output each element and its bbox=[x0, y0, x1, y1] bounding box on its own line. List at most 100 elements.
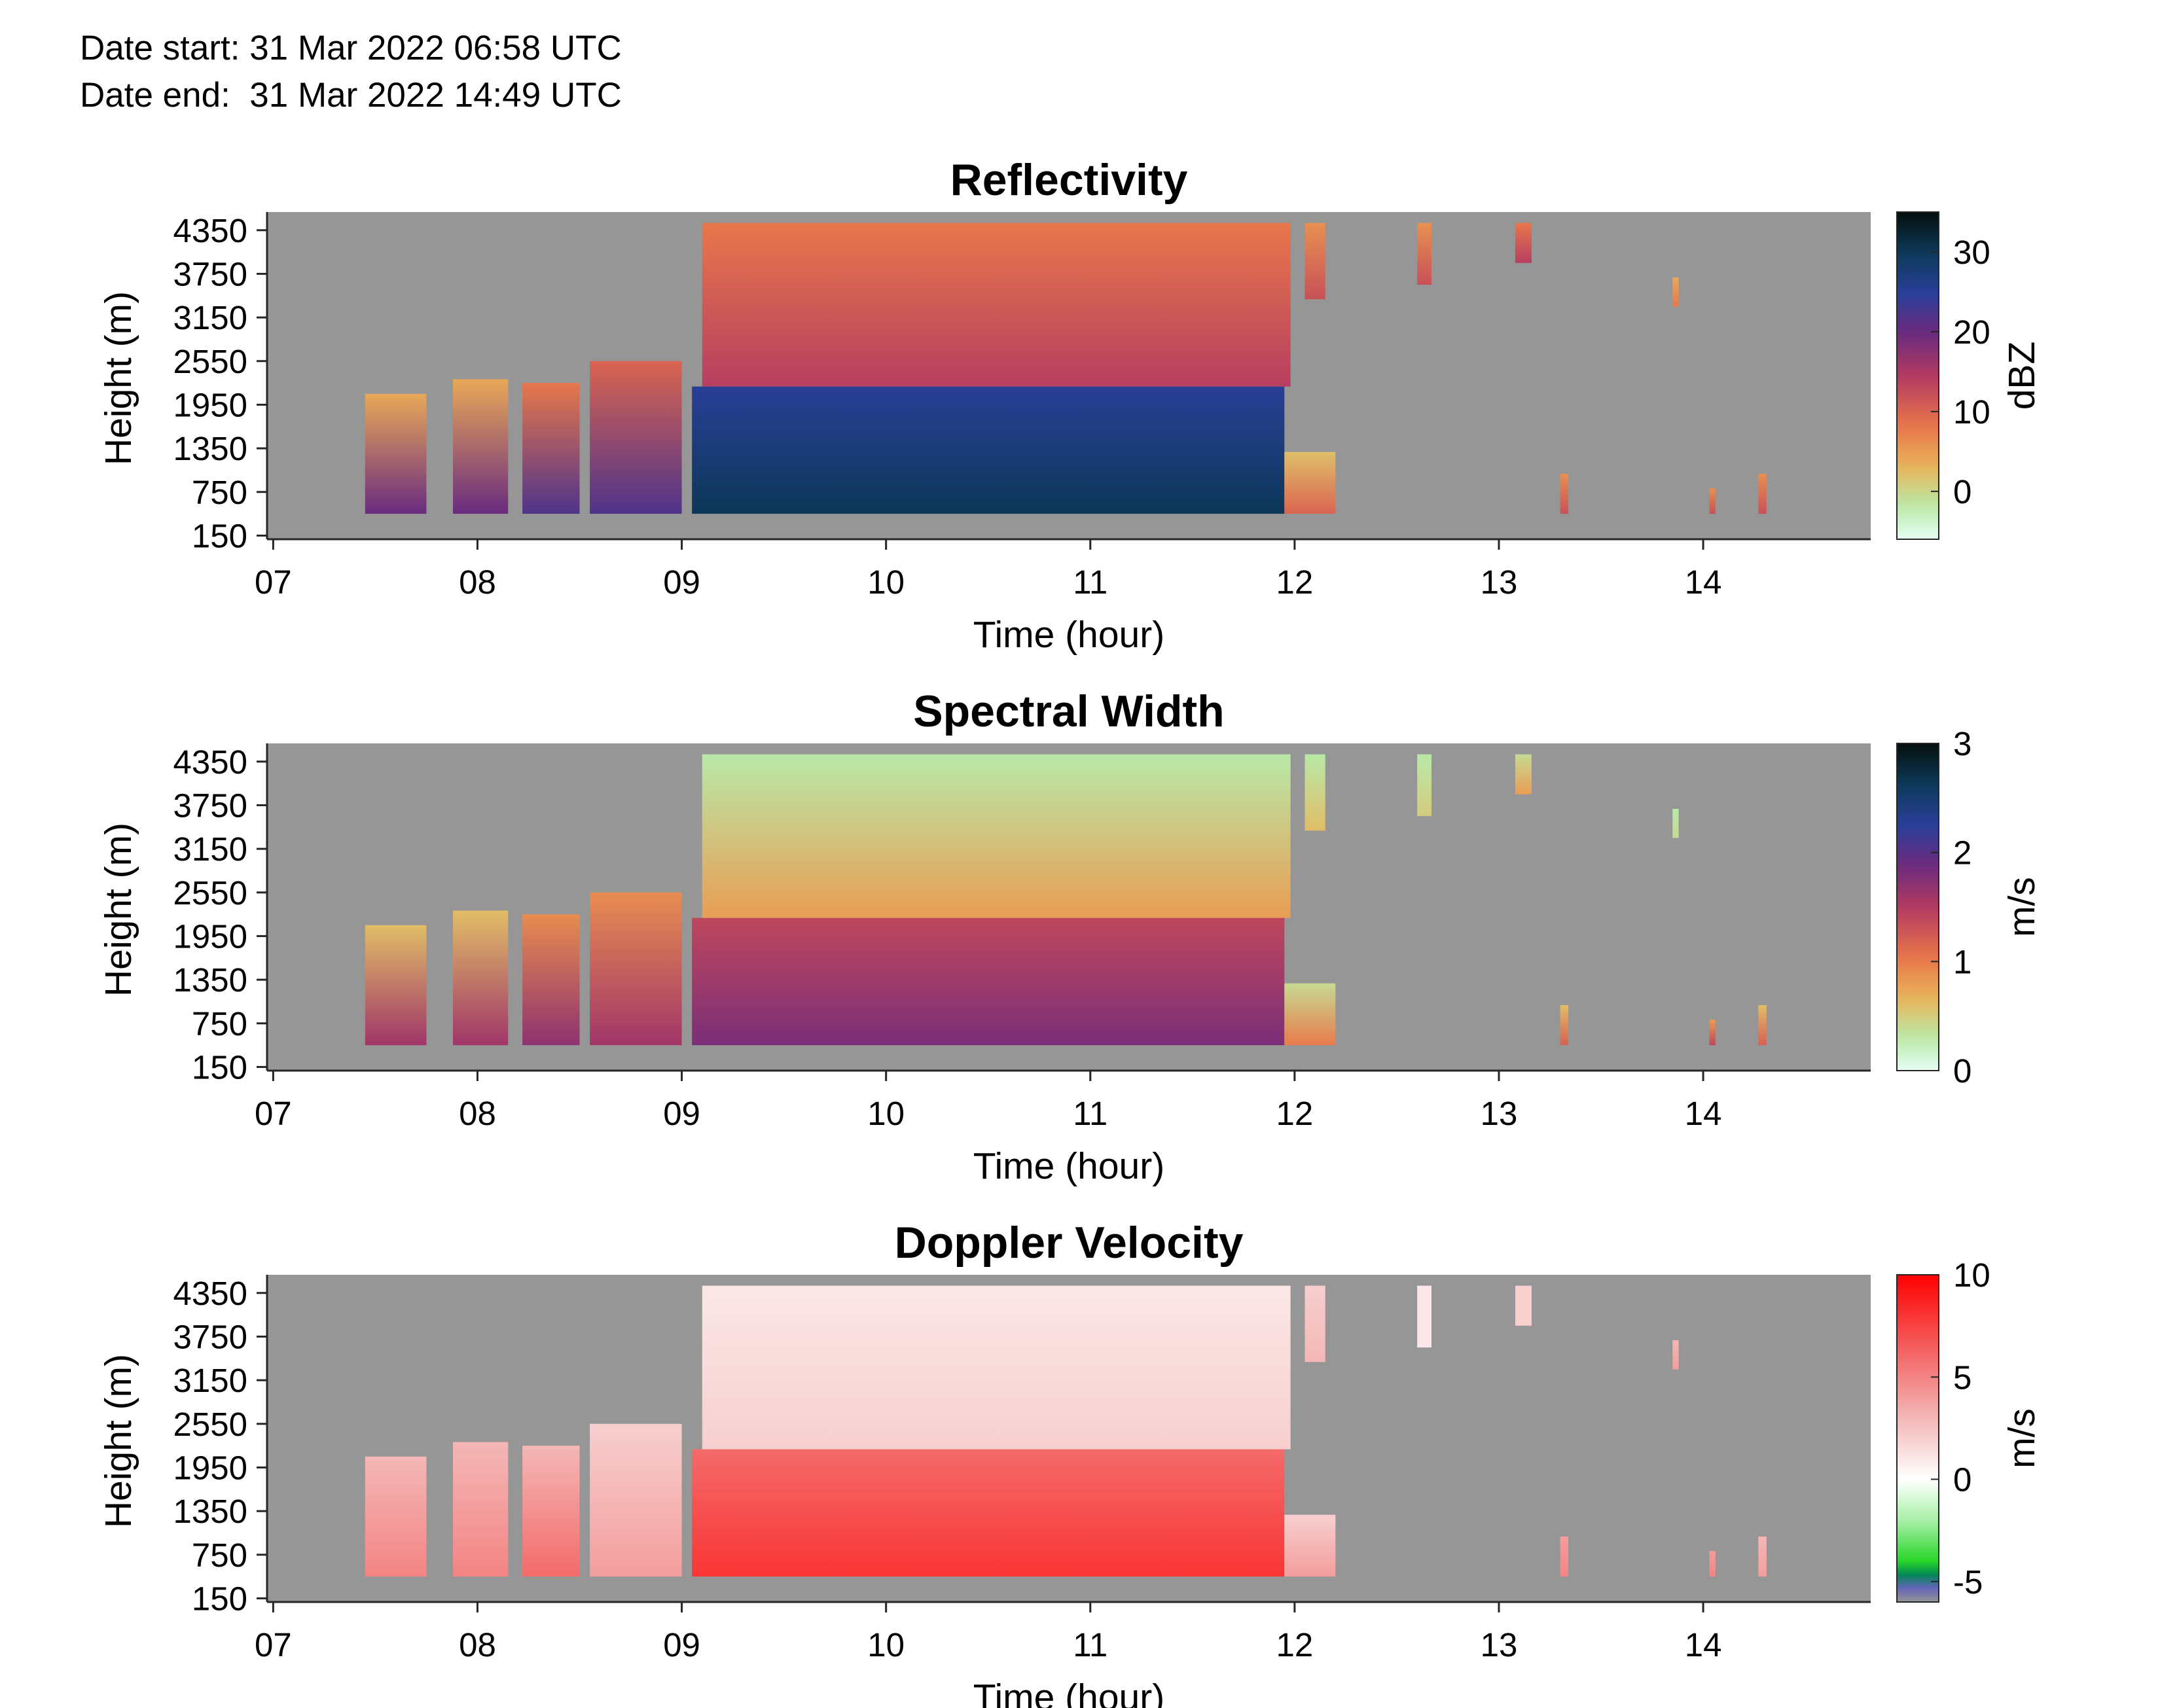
panel-2: Spectral Width 150 750 1350 1950 2550 3150 3750… bbox=[98, 686, 2043, 1187]
x-tick-label: 14 bbox=[1685, 1095, 1722, 1132]
x-tick-label: 12 bbox=[1276, 1626, 1314, 1664]
x-tick-label: 11 bbox=[1073, 1095, 1107, 1132]
echo-cell bbox=[1672, 809, 1679, 838]
y-tick-label: 4350 bbox=[173, 1275, 247, 1312]
colorbar-tick-label: 2 bbox=[1953, 834, 1971, 872]
panel-3: Doppler Velocity150750135019502550315037… bbox=[98, 1218, 2043, 1708]
x-axis-label: Time (hour) bbox=[973, 1145, 1164, 1187]
y-tick-label: 1950 bbox=[173, 1449, 247, 1486]
panel-title: Reflectivity bbox=[950, 155, 1188, 205]
echo-cell bbox=[522, 383, 580, 514]
y-tick-label: 2550 bbox=[173, 1406, 247, 1443]
panel-1: Reflectivity 150 750 1350 1950 2550 3150 3750 43… bbox=[98, 155, 2043, 656]
x-tick-label: 13 bbox=[1481, 1626, 1518, 1664]
colorbar-label: m/s bbox=[2001, 1408, 2043, 1468]
colorbar-tick-label: 10 bbox=[1953, 1256, 1990, 1294]
echo-cell bbox=[1515, 754, 1532, 794]
echo-cell bbox=[1284, 452, 1336, 514]
y-tick-label: 2550 bbox=[173, 874, 247, 912]
x-tick-label: 14 bbox=[1685, 1626, 1722, 1664]
echo-cell bbox=[702, 754, 1291, 918]
date-header: Date start: 31 Mar 2022 06:58 UTC Date e… bbox=[80, 25, 622, 119]
colorbar bbox=[1896, 211, 1939, 540]
echo-cell bbox=[1758, 474, 1767, 514]
echo-cell bbox=[1672, 277, 1679, 307]
echo-cell bbox=[1560, 474, 1569, 514]
colorbar-tick-label: 0 bbox=[1953, 1052, 1971, 1090]
echo-cell bbox=[692, 1449, 1285, 1577]
y-tick-label: 4350 bbox=[173, 212, 247, 249]
echo-cell bbox=[1305, 222, 1325, 300]
date-end-text: Date end: 31 Mar 2022 14:49 UTC bbox=[80, 76, 622, 115]
x-tick-label: 11 bbox=[1073, 1626, 1107, 1664]
y-tick-label: 1950 bbox=[173, 917, 247, 955]
x-tick-label: 08 bbox=[459, 1626, 496, 1664]
y-tick-label: 150 bbox=[192, 517, 247, 554]
echo-cell bbox=[1417, 222, 1431, 285]
y-tick-label: 3750 bbox=[173, 787, 247, 824]
colorbar-tick-label: 10 bbox=[1953, 393, 1990, 431]
echo-cell bbox=[702, 222, 1291, 387]
echo-cell bbox=[522, 914, 580, 1046]
echo-cell bbox=[1305, 754, 1325, 831]
y-tick-label: 750 bbox=[192, 1005, 247, 1042]
panel-title: Doppler Velocity bbox=[895, 1218, 1244, 1268]
echo-cell bbox=[1560, 1005, 1569, 1046]
echo-cell bbox=[1709, 1020, 1716, 1046]
echo-cell bbox=[365, 393, 427, 514]
echo-cell bbox=[365, 925, 427, 1046]
colorbar-tick-label: 0 bbox=[1953, 1461, 1971, 1499]
echo-cell bbox=[1758, 1537, 1767, 1577]
echo-cell bbox=[590, 1423, 682, 1577]
colorbar-tick-label: 0 bbox=[1953, 473, 1971, 510]
y-tick-label: 1350 bbox=[173, 430, 247, 467]
y-tick-label: 1350 bbox=[173, 1493, 247, 1530]
x-tick-label: 07 bbox=[255, 1626, 292, 1664]
y-tick-label: 3150 bbox=[173, 830, 247, 868]
echo-cell bbox=[1305, 1285, 1325, 1362]
x-tick-label: 07 bbox=[255, 563, 292, 601]
echo-cell bbox=[453, 910, 509, 1046]
y-axis-label: Height (m) bbox=[98, 291, 139, 465]
echo-cell bbox=[590, 361, 682, 514]
echo-cell bbox=[590, 892, 682, 1046]
x-tick-label: 13 bbox=[1481, 1095, 1518, 1132]
echo-cell bbox=[1515, 222, 1532, 263]
colorbar-label: m/s bbox=[2001, 877, 2043, 937]
x-tick-label: 09 bbox=[663, 1626, 700, 1664]
panel-title: Spectral Width bbox=[913, 686, 1224, 736]
colorbar bbox=[1896, 743, 1939, 1071]
y-tick-label: 1350 bbox=[173, 961, 247, 999]
echo-cell bbox=[692, 917, 1285, 1046]
colorbar-tick-label: 20 bbox=[1953, 313, 1990, 351]
echo-cell bbox=[1417, 754, 1431, 817]
colorbar-tick-label: 5 bbox=[1953, 1359, 1971, 1396]
date-start-text: Date start: 31 Mar 2022 06:58 UTC bbox=[80, 29, 622, 67]
x-tick-label: 08 bbox=[459, 1095, 496, 1132]
x-tick-label: 10 bbox=[867, 563, 905, 601]
echo-cell bbox=[522, 1446, 580, 1577]
x-tick-label: 12 bbox=[1276, 1095, 1314, 1132]
colorbar bbox=[1896, 1274, 1939, 1603]
y-tick-label: 3750 bbox=[173, 1318, 247, 1355]
echo-cell bbox=[1709, 1551, 1716, 1577]
y-tick-label: 1950 bbox=[173, 386, 247, 423]
y-tick-label: 150 bbox=[192, 1580, 247, 1617]
echo-cell bbox=[1284, 1514, 1336, 1577]
x-tick-label: 09 bbox=[663, 563, 700, 601]
y-tick-label: 750 bbox=[192, 1537, 247, 1574]
echo-cell bbox=[1515, 1285, 1532, 1326]
colorbar-tick-label: -5 bbox=[1953, 1563, 1983, 1601]
y-tick-label: 750 bbox=[192, 474, 247, 511]
echo-cell bbox=[1672, 1340, 1679, 1370]
y-tick-label: 2550 bbox=[173, 343, 247, 380]
x-tick-label: 10 bbox=[867, 1095, 905, 1132]
echo-cell bbox=[1560, 1537, 1569, 1577]
echo-cell bbox=[365, 1456, 427, 1577]
y-axis-label: Height (m) bbox=[98, 823, 139, 997]
x-tick-label: 14 bbox=[1685, 563, 1722, 601]
echo-cell bbox=[692, 386, 1285, 514]
x-tick-label: 08 bbox=[459, 563, 496, 601]
x-tick-label: 11 bbox=[1073, 563, 1107, 601]
